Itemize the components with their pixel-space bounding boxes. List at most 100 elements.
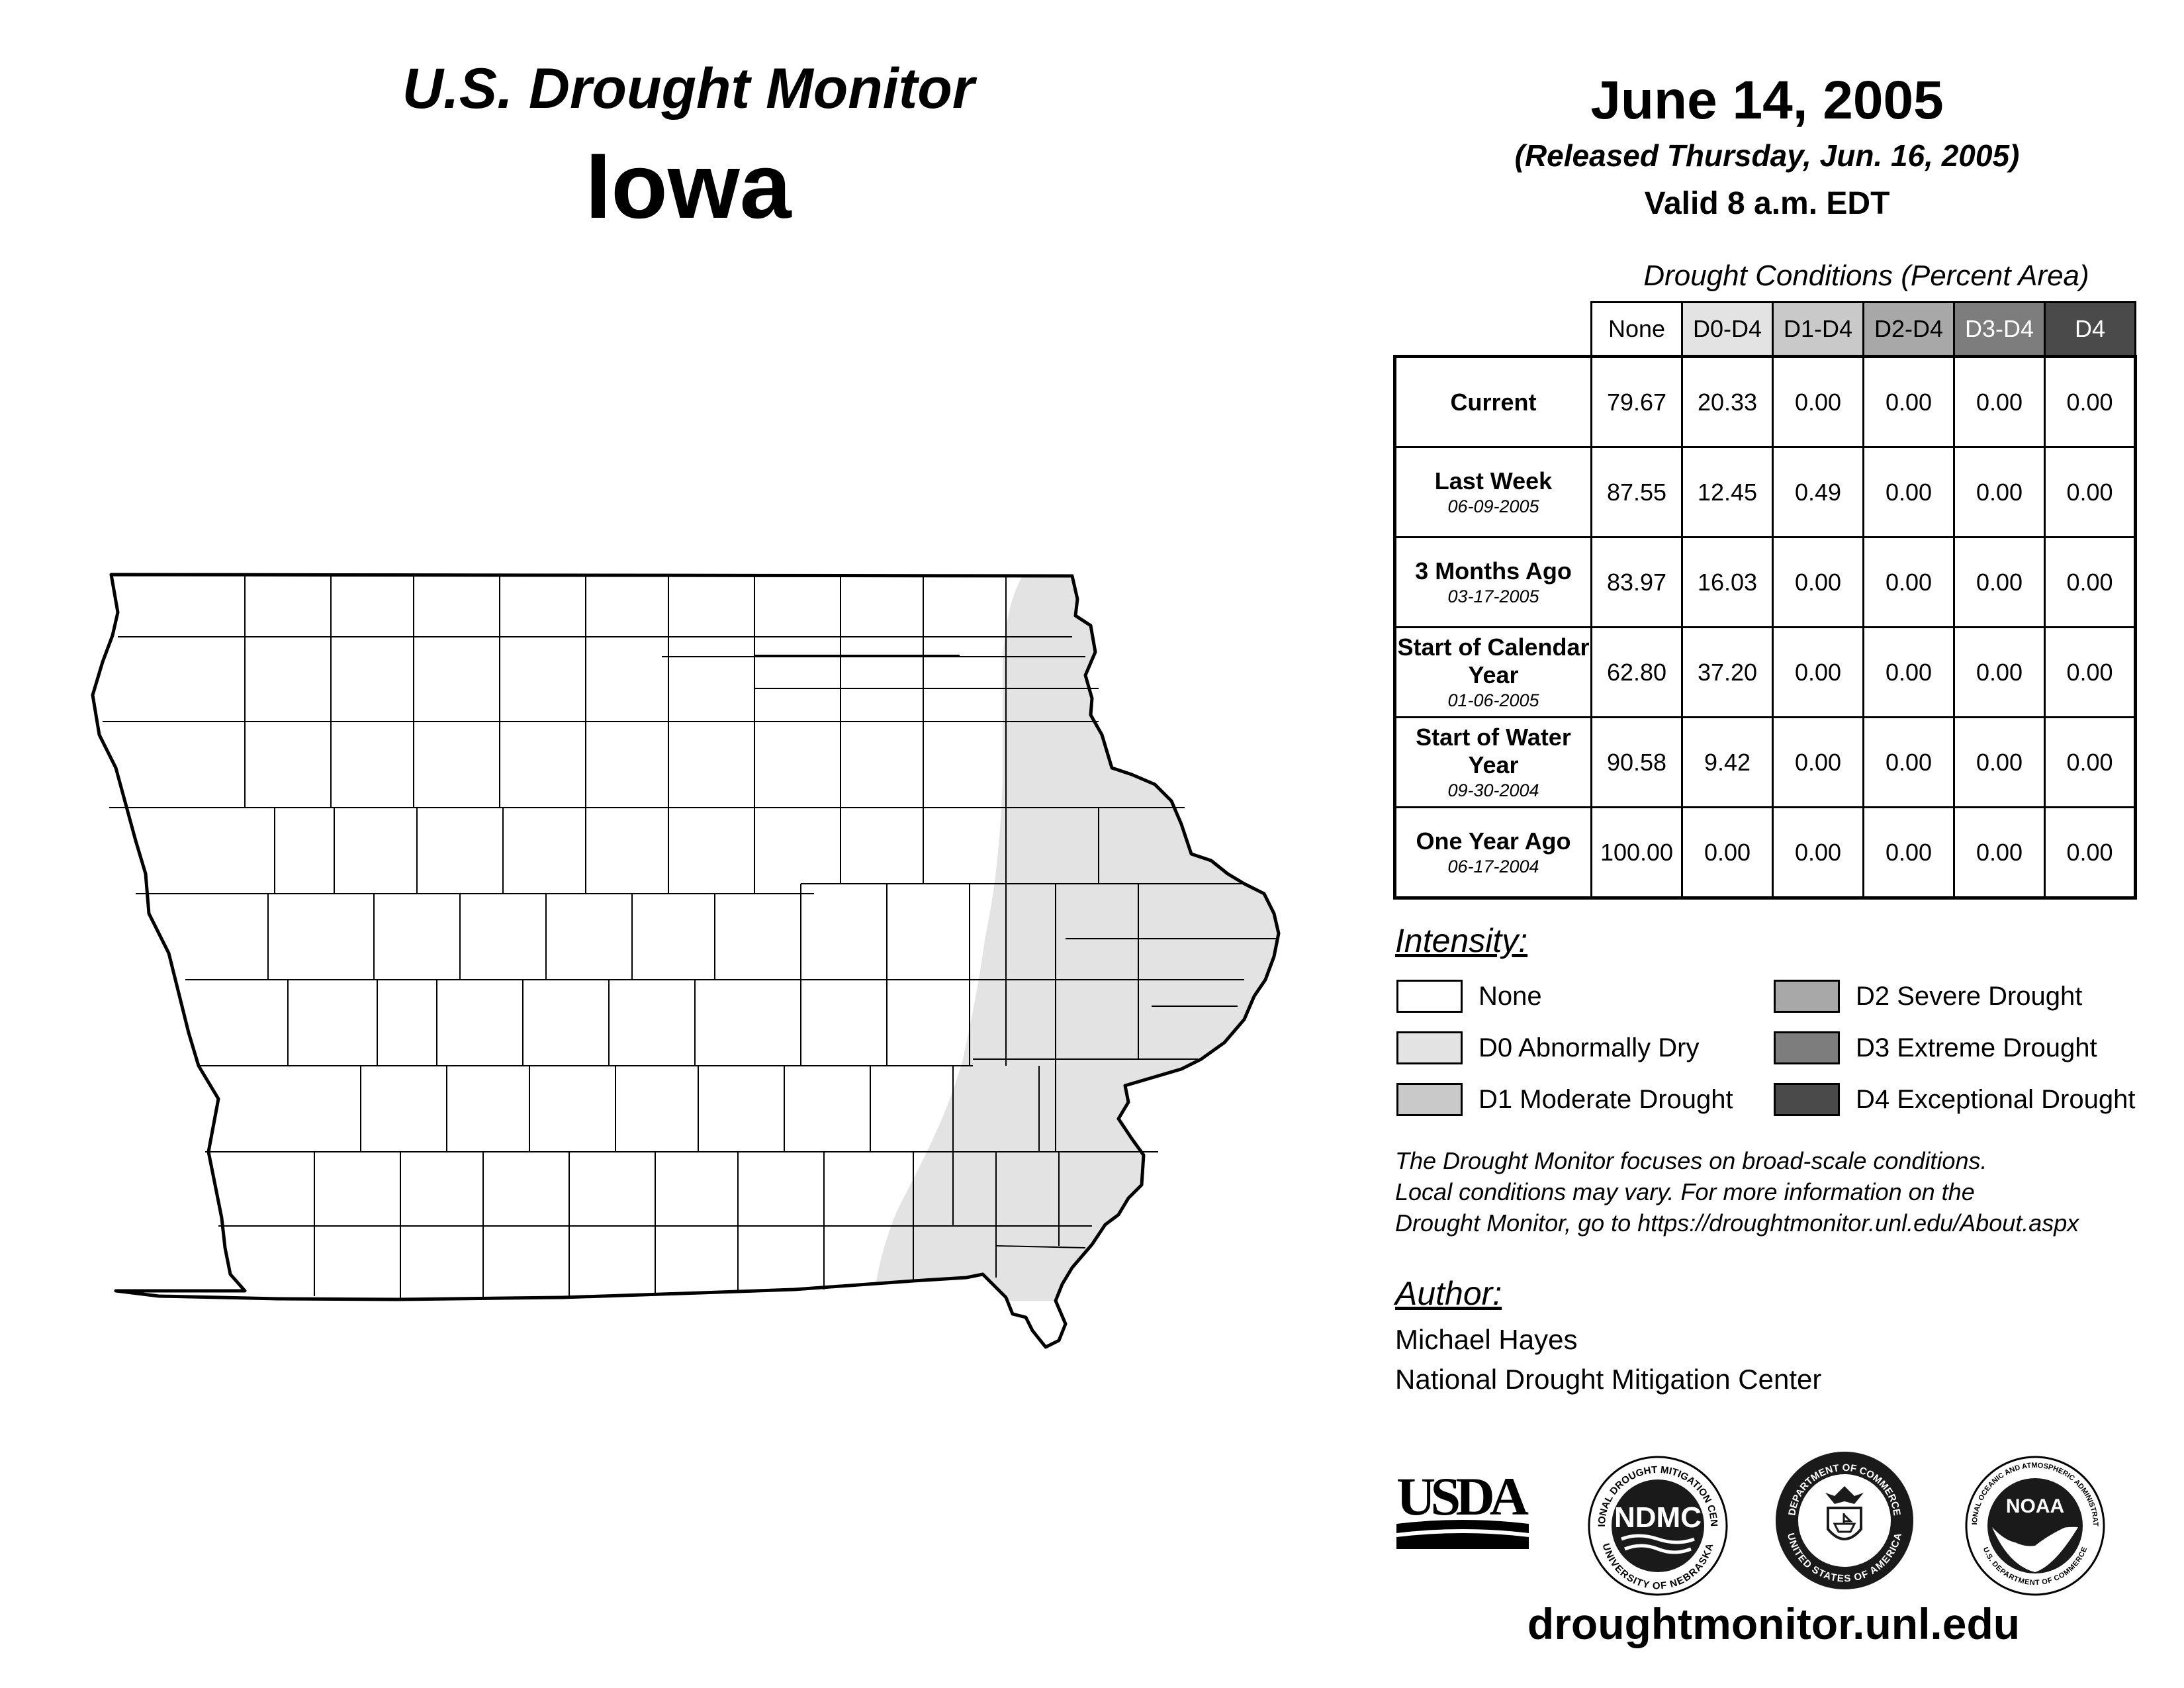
legend-item-d1: D1 Moderate Drought bbox=[1396, 1081, 1733, 1118]
table-cell: 0.00 bbox=[1773, 357, 1864, 447]
table-cell: 0.00 bbox=[1864, 628, 1954, 718]
row-date: 06-17-2004 bbox=[1396, 855, 1590, 878]
map-date: June 14, 2005 bbox=[1383, 70, 2151, 132]
table-row: 3 Months Ago 03-17-2005 83.97 16.03 0.00 … bbox=[1395, 538, 2136, 628]
note-line: Local conditions may vary. For more info… bbox=[1395, 1176, 2079, 1207]
row-label-text: Start of Water Year bbox=[1416, 724, 1571, 778]
legend-item-none: None bbox=[1396, 978, 1542, 1015]
column-header: None bbox=[1592, 303, 1682, 357]
table-cell: 90.58 bbox=[1592, 718, 1682, 808]
table-cell: 79.67 bbox=[1592, 357, 1682, 447]
table-cell: 62.80 bbox=[1592, 628, 1682, 718]
footer-url: droughtmonitor.unl.edu bbox=[1383, 1599, 2164, 1649]
column-header: D1-D4 bbox=[1773, 303, 1864, 357]
ndmc-logo: NATIONAL DROUGHT MITIGATION CENTER UNIVE… bbox=[1585, 1453, 1731, 1599]
author-name: Michael Hayes bbox=[1395, 1324, 1577, 1356]
table-cell: 0.00 bbox=[1954, 808, 2045, 898]
column-header: D2-D4 bbox=[1864, 303, 1954, 357]
table-cell: 0.00 bbox=[1954, 357, 2045, 447]
legend-swatch bbox=[1774, 1083, 1840, 1116]
column-header: D0-D4 bbox=[1682, 303, 1773, 357]
table-cell: 0.00 bbox=[2045, 808, 2136, 898]
table-cell: 0.00 bbox=[1954, 538, 2045, 628]
legend-swatch bbox=[1774, 980, 1840, 1013]
note-line: Drought Monitor, go to https://droughtmo… bbox=[1395, 1207, 2079, 1239]
table-row: Current 79.67 20.33 0.00 0.00 0.00 0.00 bbox=[1395, 357, 2136, 447]
author-title: Author: bbox=[1395, 1274, 1502, 1313]
table-cell: 0.00 bbox=[1864, 808, 1954, 898]
ndmc-logo-text: NDMC bbox=[1614, 1501, 1702, 1534]
legend-swatch bbox=[1774, 1031, 1840, 1064]
table-cell: 0.00 bbox=[1864, 447, 1954, 538]
table-cell: 0.00 bbox=[1954, 628, 2045, 718]
table-cell: 87.55 bbox=[1592, 447, 1682, 538]
table-cell: 0.00 bbox=[1773, 718, 1864, 808]
table-cell: 0.00 bbox=[1773, 628, 1864, 718]
row-label: 3 Months Ago 03-17-2005 bbox=[1395, 538, 1592, 628]
disclaimer-note: The Drought Monitor focuses on broad-sca… bbox=[1395, 1145, 2079, 1239]
table-cell: 16.03 bbox=[1682, 538, 1773, 628]
release-date: (Released Thursday, Jun. 16, 2005) bbox=[1383, 138, 2151, 173]
table-cell: 0.00 bbox=[1864, 538, 1954, 628]
row-label-text: 3 Months Ago bbox=[1415, 557, 1572, 585]
row-label: Start of Water Year 09-30-2004 bbox=[1395, 718, 1592, 808]
table-cell: 20.33 bbox=[1682, 357, 1773, 447]
legend-item-d3: D3 Extreme Drought bbox=[1774, 1029, 2097, 1066]
map-fill-layer bbox=[0, 530, 1377, 1390]
noaa-logo-text: NOAA bbox=[2006, 1495, 2064, 1517]
legend-label: D1 Moderate Drought bbox=[1479, 1085, 1733, 1115]
row-date: 06-09-2005 bbox=[1396, 495, 1590, 518]
row-date: 01-06-2005 bbox=[1396, 689, 1590, 712]
table-cell: 100.00 bbox=[1592, 808, 1682, 898]
table-cell: 0.00 bbox=[1954, 718, 2045, 808]
table-row: Start of Calendar Year 01-06-2005 62.80 3… bbox=[1395, 628, 2136, 718]
legend-label: D3 Extreme Drought bbox=[1856, 1033, 2097, 1063]
table-cell: 0.00 bbox=[1864, 357, 1954, 447]
legend-swatch bbox=[1396, 980, 1463, 1013]
author-organization: National Drought Mitigation Center bbox=[1395, 1364, 1821, 1395]
legend-swatch bbox=[1396, 1031, 1463, 1064]
usda-logo-text: USDA bbox=[1396, 1466, 1529, 1526]
table-cell: 0.00 bbox=[2045, 718, 2136, 808]
table-cell: 0.00 bbox=[2045, 538, 2136, 628]
legend-swatch bbox=[1396, 1083, 1463, 1116]
legend-title: Intensity: bbox=[1395, 921, 1527, 960]
row-label: Start of Calendar Year 01-06-2005 bbox=[1395, 628, 1592, 718]
conditions-table-title: Drought Conditions (Percent Area) bbox=[1575, 259, 2158, 293]
table-cell: 0.00 bbox=[1954, 447, 2045, 538]
row-label-text: One Year Ago bbox=[1416, 827, 1570, 855]
legend-item-d0: D0 Abnormally Dry bbox=[1396, 1029, 1699, 1066]
legend-label: D0 Abnormally Dry bbox=[1479, 1033, 1699, 1063]
table-cell: 9.42 bbox=[1682, 718, 1773, 808]
noaa-logo: NATIONAL OCEANIC AND ATMOSPHERIC ADMINIS… bbox=[1962, 1453, 2108, 1599]
legend-label: None bbox=[1479, 982, 1542, 1011]
table-row: Start of Water Year 09-30-2004 90.58 9.42… bbox=[1395, 718, 2136, 808]
table-corner bbox=[1395, 303, 1592, 357]
table-cell: 0.00 bbox=[2045, 628, 2136, 718]
row-date: 09-30-2004 bbox=[1396, 779, 1590, 802]
table-row: Last Week 06-09-2005 87.55 12.45 0.49 0.0… bbox=[1395, 447, 2136, 538]
table-row: One Year Ago 06-17-2004 100.00 0.00 0.00 … bbox=[1395, 808, 2136, 898]
row-label-text: Start of Calendar Year bbox=[1397, 633, 1589, 688]
table-cell: 83.97 bbox=[1592, 538, 1682, 628]
table-cell: 0.00 bbox=[1864, 718, 1954, 808]
table-cell: 0.00 bbox=[1682, 808, 1773, 898]
legend-label: D2 Severe Drought bbox=[1856, 982, 2082, 1011]
iowa-drought-map bbox=[0, 0, 1377, 1456]
column-header: D4 bbox=[2045, 303, 2136, 357]
note-line: The Drought Monitor focuses on broad-sca… bbox=[1395, 1145, 2079, 1176]
drought-conditions-table: None D0-D4 D1-D4 D2-D4 D3-D4 D4 Current … bbox=[1393, 301, 2137, 900]
table-cell: 0.00 bbox=[2045, 447, 2136, 538]
table-cell: 0.00 bbox=[2045, 357, 2136, 447]
table-cell: 0.00 bbox=[1773, 808, 1864, 898]
row-label-text: Current bbox=[1450, 389, 1536, 416]
legend-item-d4: D4 Exceptional Drought bbox=[1774, 1081, 2135, 1118]
legend-label: D4 Exceptional Drought bbox=[1856, 1085, 2135, 1115]
department-of-commerce-seal: DEPARTMENT OF COMMERCE UNITED STATES OF … bbox=[1774, 1450, 1916, 1592]
table-cell: 37.20 bbox=[1682, 628, 1773, 718]
table-cell: 0.49 bbox=[1773, 447, 1864, 538]
table-header-row: None D0-D4 D1-D4 D2-D4 D3-D4 D4 bbox=[1395, 303, 2136, 357]
row-label: One Year Ago 06-17-2004 bbox=[1395, 808, 1592, 898]
row-label: Current bbox=[1395, 357, 1592, 447]
row-label-text: Last Week bbox=[1435, 467, 1552, 494]
